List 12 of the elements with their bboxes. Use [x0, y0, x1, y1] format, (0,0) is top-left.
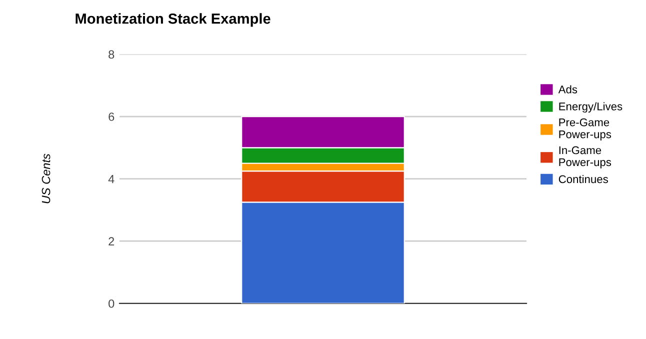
- chart-title: Monetization Stack Example: [76, 13, 270, 27]
- legend-label: Energy/Lives: [559, 102, 622, 113]
- y-tick-label: 4: [108, 174, 114, 184]
- y-axis-title: US Cents: [42, 154, 50, 204]
- y-tick-label: 0: [108, 299, 114, 308]
- y-tick-label: 6: [108, 112, 114, 121]
- y-tick-label: 2: [108, 237, 114, 246]
- legend-label: In-Game Power-ups: [559, 146, 612, 168]
- legend-label: Pre-Game Power-ups: [559, 118, 612, 140]
- legend-label: Ads: [558, 85, 578, 94]
- y-tick-label: 8: [108, 50, 114, 59]
- legend-label: Continues: [558, 174, 608, 184]
